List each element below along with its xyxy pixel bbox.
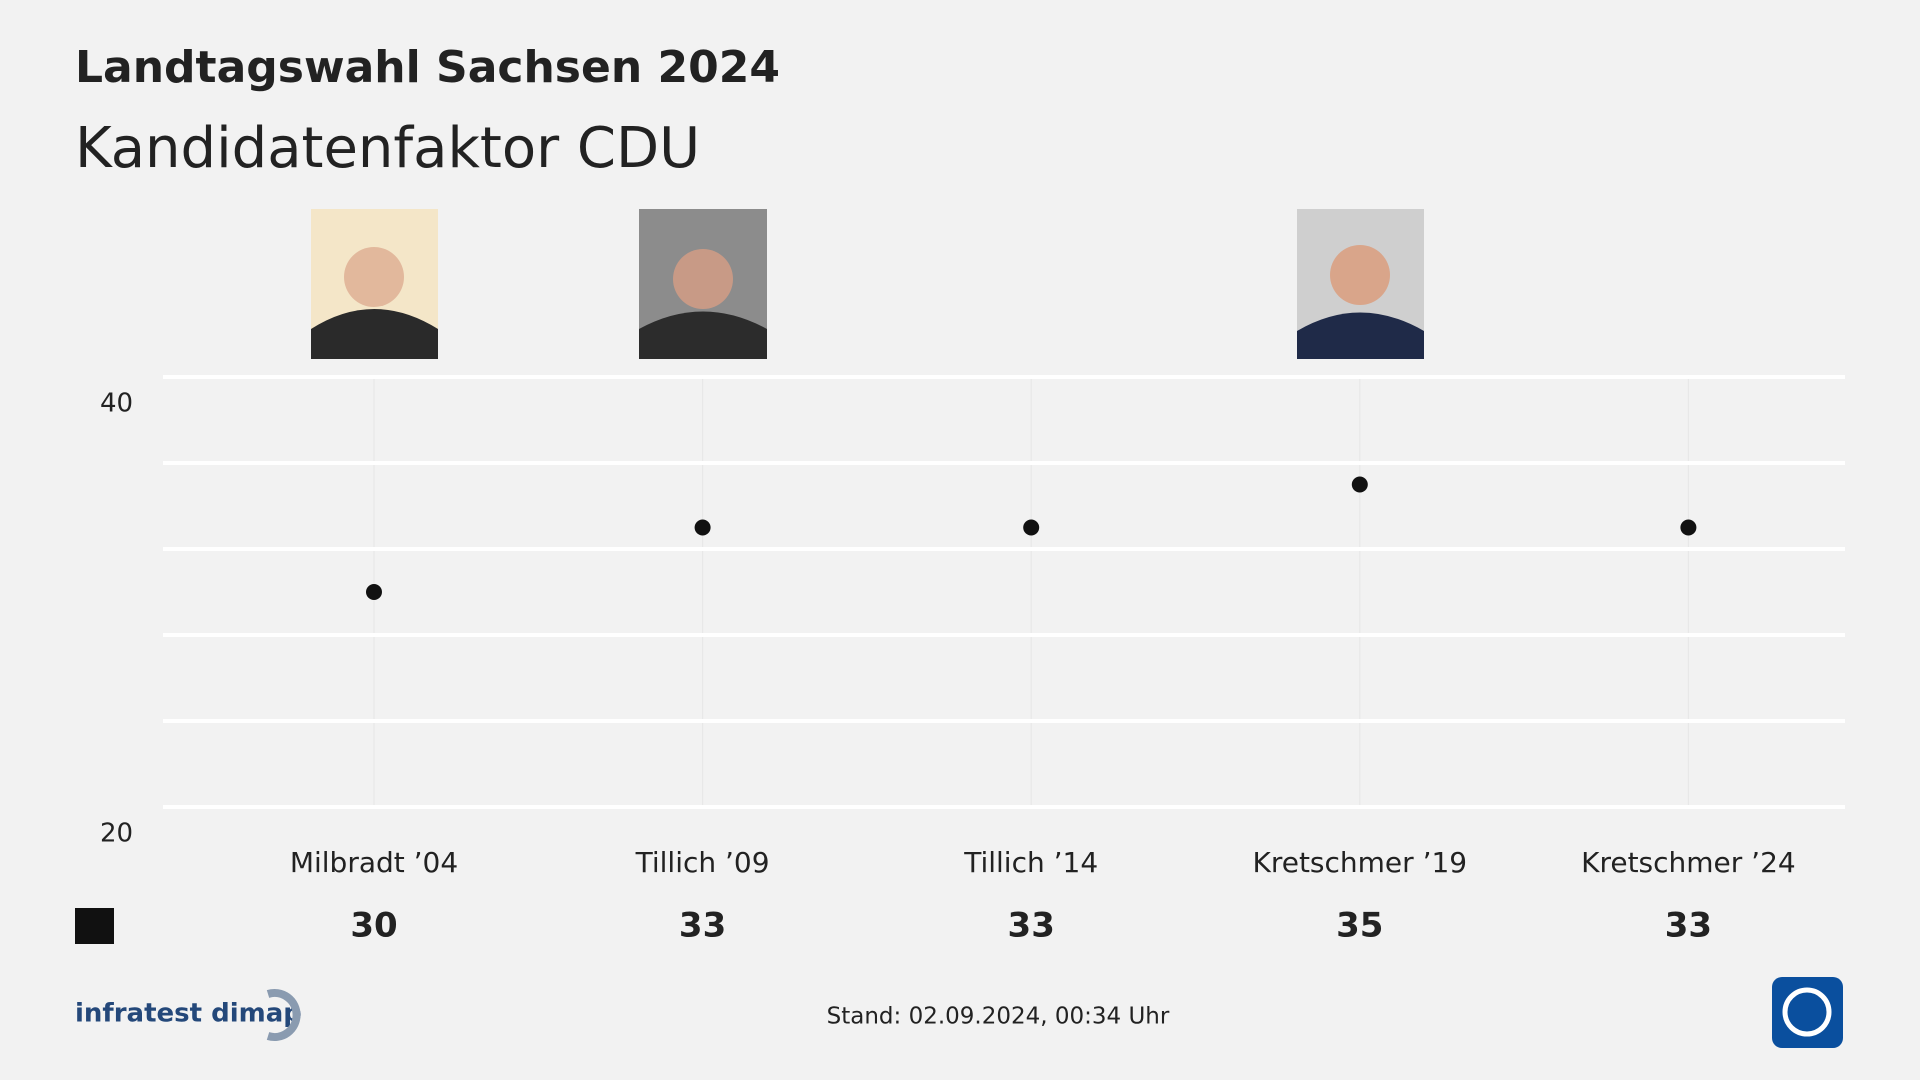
data-point: [1023, 519, 1040, 536]
value-label: 33: [1665, 906, 1712, 946]
photo: [639, 209, 767, 359]
x-tick-label: Kretschmer ’24: [1581, 846, 1796, 879]
value-label: 35: [1336, 906, 1383, 946]
y-tick-label: 20: [100, 819, 133, 849]
source-icon: [266, 989, 301, 1041]
chart-subtitle: Kandidatenfaktor CDU: [75, 116, 700, 181]
chart-title: Landtagswahl Sachsen 2024: [75, 42, 780, 93]
value-label: 33: [1008, 906, 1055, 946]
photo: [1297, 209, 1424, 359]
value-label: 33: [679, 906, 726, 946]
data-point: [366, 584, 382, 600]
x-tick-label: Kretschmer ’19: [1252, 846, 1467, 879]
footer-timestamp: Stand: 02.09.2024, 00:34 Uhr: [827, 1004, 1170, 1030]
data-point: [1680, 519, 1697, 536]
photo: [311, 209, 438, 359]
data-point: [1351, 476, 1368, 493]
candidate-photos: [311, 209, 1424, 359]
y-tick-label: 40: [100, 389, 133, 419]
data-point: [694, 519, 711, 536]
legend-swatch: [75, 908, 114, 944]
x-tick-label: Milbradt ’04: [290, 846, 458, 879]
x-tick-label: Tillich ’09: [635, 846, 770, 879]
broadcaster-logo: [1772, 977, 1843, 1048]
value-label: 30: [350, 906, 397, 946]
x-tick-label: Tillich ’14: [963, 846, 1098, 879]
source-logo: infratest dimap: [75, 999, 302, 1029]
